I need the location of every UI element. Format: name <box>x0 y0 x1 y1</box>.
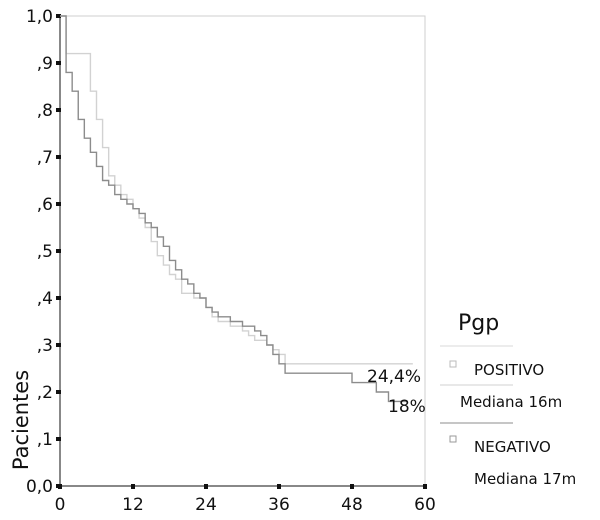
y-tick-label: ,8 <box>37 101 53 121</box>
plot-frame <box>59 15 426 487</box>
y-tick-label: ,9 <box>37 54 53 74</box>
x-tick-label: 60 <box>414 495 436 515</box>
x-tick-mark <box>131 484 135 489</box>
y-tick-mark <box>56 108 61 112</box>
y-tick-mark <box>56 296 61 300</box>
x-tick-label: 12 <box>122 495 144 515</box>
y-tick-label: ,7 <box>37 148 53 168</box>
y-tick-label: ,5 <box>37 242 53 262</box>
x-tick-label: 24 <box>195 495 217 515</box>
x-tick-mark <box>350 484 354 489</box>
survival-curves <box>60 15 413 403</box>
legend: Pgp POSITIVO Mediana 16m NEGATIVO Median… <box>440 311 576 488</box>
x-tick-mark <box>204 484 208 489</box>
y-tick-mark <box>56 61 61 65</box>
y-axis-ticks: 0,0 ,1 ,2 ,3 ,4 ,5 ,6 ,7 ,8 ,9 1,0 <box>26 7 61 497</box>
legend-title: Pgp <box>458 311 499 336</box>
legend-positivo-detail: Mediana 16m <box>460 393 562 411</box>
legend-negativo-name: NEGATIVO <box>474 438 551 456</box>
y-tick-mark <box>56 202 61 206</box>
y-tick-label: ,1 <box>37 430 53 450</box>
y-tick-label: ,3 <box>37 336 53 356</box>
y-tick-mark <box>56 155 61 159</box>
legend-swatch-positivo <box>449 360 457 368</box>
y-tick-mark <box>56 390 61 394</box>
y-tick-label: 0,0 <box>26 477 53 497</box>
x-axis-ticks: 0 12 24 36 48 60 <box>55 484 436 515</box>
x-tick-mark <box>58 484 62 489</box>
y-axis-title: Pacientes <box>9 370 33 470</box>
legend-swatch-negativo <box>449 435 457 443</box>
y-tick-label: ,2 <box>37 383 53 403</box>
y-tick-mark <box>56 343 61 347</box>
legend-positivo-name: POSITIVO <box>474 361 544 379</box>
y-tick-mark <box>56 249 61 253</box>
series-line-negativo <box>60 15 407 403</box>
y-tick-label: 1,0 <box>26 7 53 27</box>
x-tick-mark <box>423 484 427 489</box>
annotation-positivo-pct: 24,4% <box>367 367 421 387</box>
series-line-positivo <box>60 15 413 365</box>
x-tick-label: 0 <box>55 495 66 515</box>
annotation-negativo-pct: 18% <box>388 397 426 417</box>
x-tick-label: 48 <box>341 495 363 515</box>
y-tick-label: ,6 <box>37 195 53 215</box>
x-tick-label: 36 <box>268 495 290 515</box>
y-tick-mark <box>56 437 61 441</box>
y-tick-label: ,4 <box>37 289 53 309</box>
x-tick-mark <box>277 484 281 489</box>
y-tick-mark <box>56 14 61 18</box>
legend-negativo-detail: Mediana 17m <box>474 470 576 488</box>
